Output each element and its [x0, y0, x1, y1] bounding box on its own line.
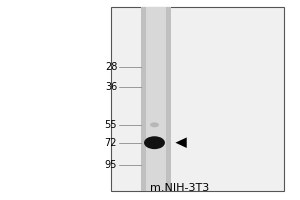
Text: m.NIH-3T3: m.NIH-3T3 [150, 183, 209, 193]
Text: 55: 55 [105, 120, 117, 130]
Text: 95: 95 [105, 160, 117, 170]
Ellipse shape [144, 136, 165, 149]
Polygon shape [176, 137, 187, 148]
Text: 36: 36 [105, 82, 117, 92]
Ellipse shape [150, 122, 159, 127]
Bar [146, 7, 167, 191]
Bar [111, 7, 284, 191]
Bar [141, 7, 171, 191]
Text: 72: 72 [105, 138, 117, 148]
Text: 28: 28 [105, 62, 117, 72]
